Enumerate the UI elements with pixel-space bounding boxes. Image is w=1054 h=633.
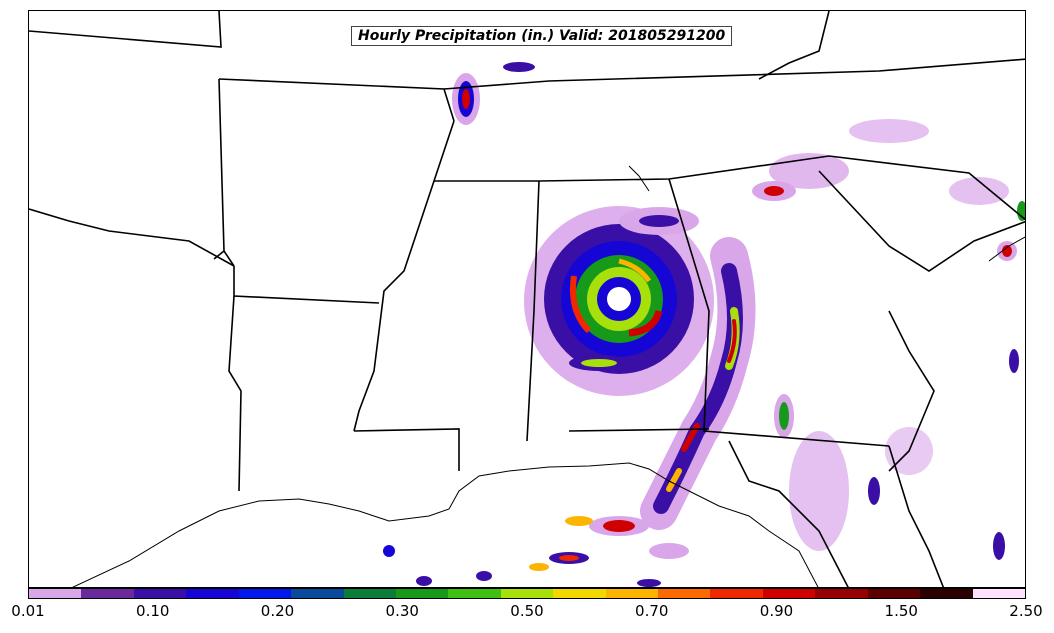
colorbar-tick-label: 0.70 [635, 602, 669, 620]
coastline [72, 165, 1025, 587]
map-svg [29, 11, 1025, 587]
colorbar-segment [133, 589, 187, 598]
colorbar-tick-label: 0.20 [260, 602, 295, 620]
state-borders [29, 11, 1025, 587]
colorbar-segment [29, 589, 82, 598]
colorbar-segment [448, 589, 501, 598]
colorbar-segment [658, 589, 711, 598]
colorbar-labels: 0.01 0.10 0.20 0.30 0.50 0.70 0.90 1.50 2.50 [0, 602, 1054, 626]
colorbar-segment [81, 589, 134, 598]
colorbar-tick-label: 0.50 [510, 602, 544, 620]
colorbar-tick-label: 0.01 [11, 602, 45, 620]
precipitation-field [383, 62, 1025, 587]
colorbar-segment [186, 589, 239, 598]
colorbar-segment [553, 589, 606, 598]
colorbar-segment [343, 589, 396, 598]
colorbar-segment [867, 589, 921, 598]
map-title: Hourly Precipitation (in.) Valid: 201805… [351, 26, 733, 46]
colorbar-segment [395, 589, 449, 598]
colorbar-segment [238, 589, 292, 598]
colorbar-tick-label: 0.10 [136, 602, 170, 620]
colorbar-segment [762, 589, 816, 598]
colorbar-segment [291, 589, 344, 598]
colorbar-tick-label: 0.30 [385, 602, 419, 620]
colorbar-segment [815, 589, 868, 598]
map-panel: Hourly Precipitation (in.) Valid: 201805… [28, 10, 1026, 588]
colorbar-tick-label: 2.50 [1009, 602, 1043, 620]
colorbar-tick-label: 0.90 [759, 602, 794, 620]
colorbar-segment [920, 589, 973, 598]
colorbar-segment [710, 589, 763, 598]
colorbar-tick-label: 1.50 [884, 602, 918, 620]
colorbar-segment [605, 589, 659, 598]
colorbar [28, 588, 1026, 599]
colorbar-segment [972, 589, 1026, 598]
colorbar-segment [500, 589, 554, 598]
